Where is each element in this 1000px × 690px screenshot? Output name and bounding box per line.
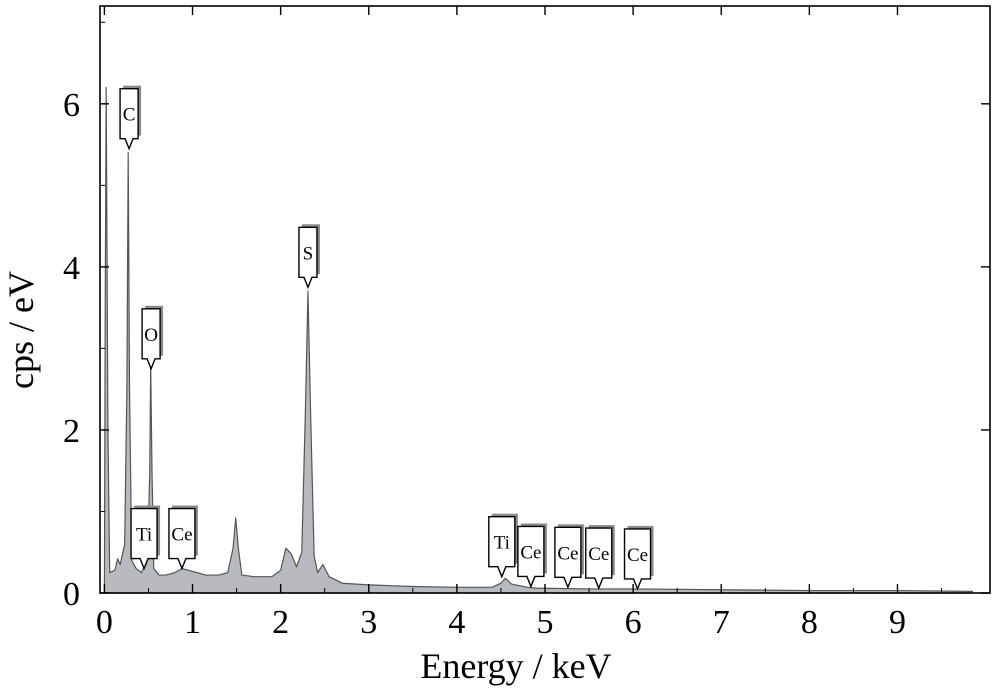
peak-marker-label: S — [303, 243, 314, 264]
peak-marker-box — [130, 507, 158, 571]
x-tick-label: 3 — [360, 604, 377, 641]
peak-marker-box — [141, 308, 161, 371]
peak-marker-label: Ce — [557, 543, 578, 564]
peak-marker-ti: Ti — [488, 513, 518, 579]
x-tick-label: 5 — [537, 604, 554, 641]
peak-marker-box — [168, 507, 196, 571]
peak-marker-box — [554, 526, 582, 590]
x-tick-label: 2 — [272, 604, 289, 641]
x-tick-label: 8 — [801, 604, 818, 641]
peak-marker-ce: Ce — [554, 524, 584, 590]
x-tick-label: 9 — [889, 604, 906, 641]
x-tick-label: 4 — [448, 604, 465, 641]
axes-layer: 0 1 2 3 4 5 6 7 8 9 0 2 4 6 — [63, 5, 991, 641]
peak-marker-label: Ti — [494, 533, 510, 554]
peak-marker-box — [119, 87, 139, 151]
y-tick-label: 2 — [63, 413, 80, 450]
x-tick-label: 7 — [713, 604, 730, 641]
y-axis-label: cps / eV — [1, 271, 41, 389]
peak-marker-box — [585, 527, 613, 590]
peak-marker-label: Ce — [588, 544, 609, 565]
plot-frame — [99, 5, 991, 594]
peak-marker-box — [623, 528, 652, 591]
peak-marker-ce: Ce — [585, 525, 615, 590]
peak-marker-label: Ce — [520, 542, 541, 563]
peak-marker-c: C — [119, 85, 142, 151]
peak-marker-label: Ti — [136, 525, 152, 546]
peak-marker-ti: Ti — [130, 505, 161, 571]
peak-marker-label: Ce — [627, 545, 648, 566]
x-tick-label: 6 — [625, 604, 642, 641]
peak-marker-label: Ce — [171, 525, 192, 546]
peak-marker-label: C — [123, 105, 136, 126]
peak-marker-ce: Ce — [168, 505, 198, 571]
x-axis-label: Energy / keV — [420, 646, 611, 686]
peak-marker-box — [517, 525, 545, 589]
y-tick-label: 4 — [63, 250, 80, 287]
plot-area — [103, 86, 973, 594]
peak-marker-ce: Ce — [623, 525, 654, 591]
peak-marker-ce: Ce — [517, 523, 547, 589]
spectrum-area — [103, 86, 973, 594]
peak-marker-box — [488, 515, 516, 579]
peak-marker-layer: C O S Ti Ce Ti Ce Ce Ce Ce — [119, 85, 654, 591]
peak-marker-o: O — [141, 305, 164, 371]
x-tick-label: 1 — [184, 604, 201, 641]
peak-marker-box — [298, 226, 318, 290]
peak-marker-s: S — [298, 224, 320, 290]
y-tick-label: 0 — [63, 576, 80, 613]
x-tick-label: 0 — [96, 604, 113, 641]
y-tick-label: 6 — [63, 87, 80, 124]
peak-marker-label: O — [144, 325, 158, 346]
